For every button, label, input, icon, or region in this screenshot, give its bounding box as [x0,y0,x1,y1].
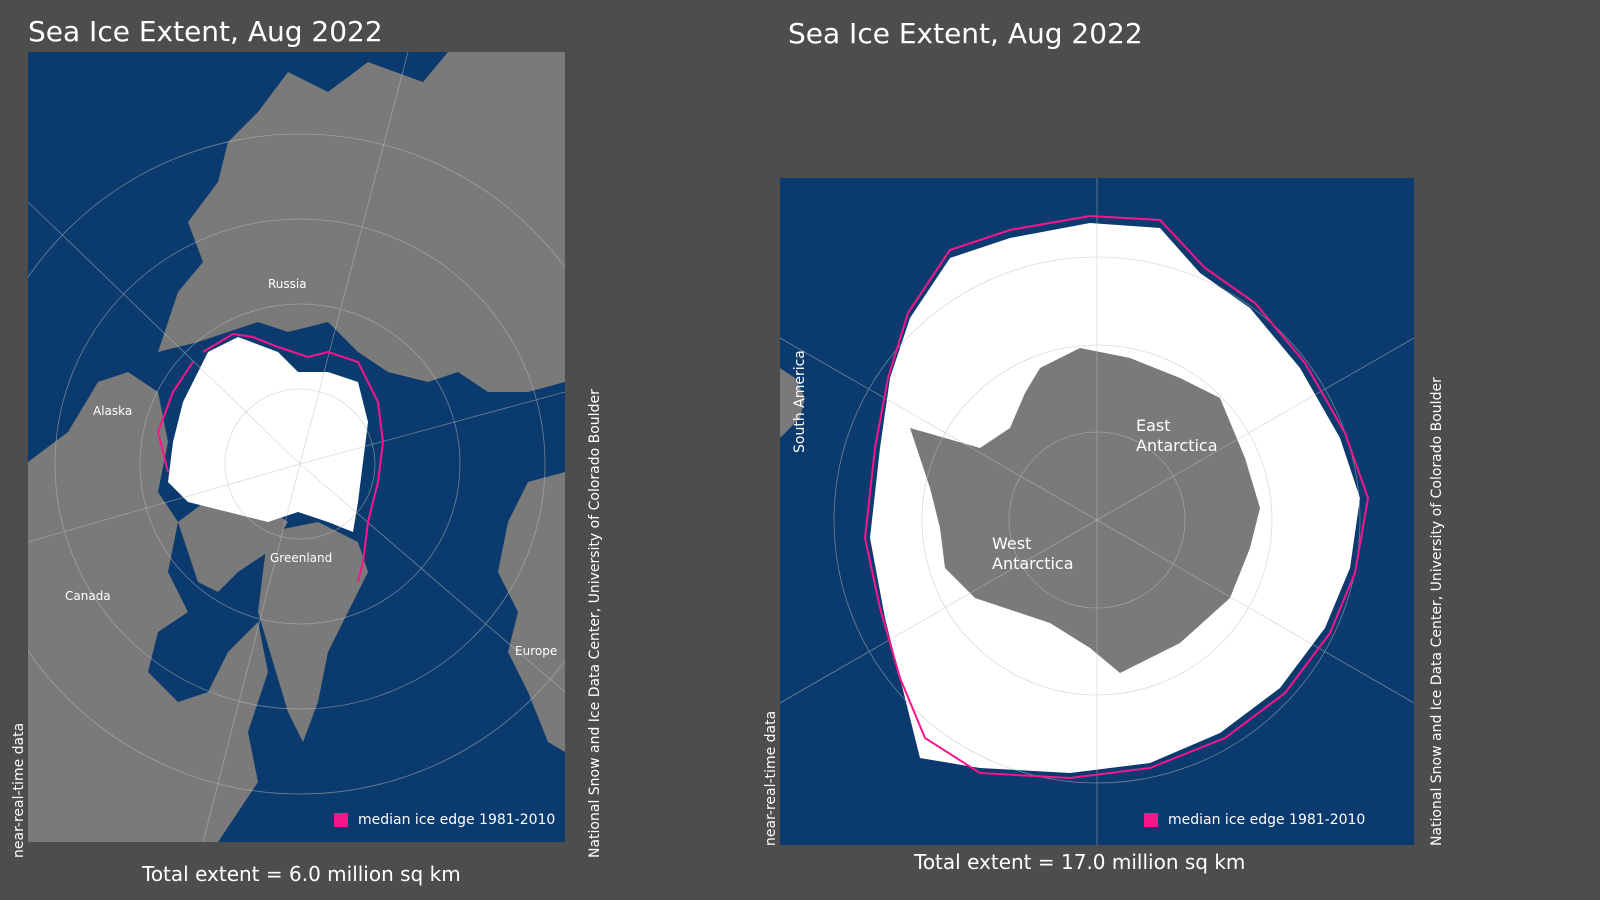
antarctic-label-east-1: East [1136,416,1171,435]
arctic-sea-ice [168,337,368,532]
arctic-credit: National Snow and Ice Data Center, Unive… [587,389,603,858]
antarctic-credit: National Snow and Ice Data Center, Unive… [1429,377,1445,846]
arctic-map: Russia Alaska Greenland Canada Europe [28,52,565,842]
arctic-label-canada: Canada [65,589,111,603]
arctic-label-alaska: Alaska [93,404,132,418]
arctic-label-greenland: Greenland [270,551,332,565]
arctic-label-europe: Europe [515,644,557,658]
arctic-median-edge [156,332,385,583]
arctic-legend-swatch [334,813,348,827]
antarctic-land-south-america [780,368,805,438]
antarctic-label-west-1: West [992,534,1031,553]
arctic-land-russia [158,52,565,392]
arctic-title: Sea Ice Extent, Aug 2022 [28,15,383,48]
arctic-total-extent: Total extent = 6.0 million sq km [142,862,461,886]
antarctic-label-south-america: South America [792,350,808,453]
antarctic-land [910,348,1260,673]
antarctic-graticule [780,178,1414,845]
antarctic-label-west-2: Antarctica [992,554,1074,573]
arctic-land-greenland [258,522,368,742]
antarctic-median-edge [863,214,1370,780]
arctic-land-canada [28,372,268,842]
arctic-label-russia: Russia [268,277,307,291]
antarctic-label-east-2: Antarctica [1136,436,1218,455]
antarctic-total-extent: Total extent = 17.0 million sq km [914,850,1246,874]
antarctic-legend: median ice edge 1981-2010 [1144,812,1365,828]
antarctic-caveat: near-real-time data [763,710,779,846]
antarctic-legend-swatch [1144,813,1158,827]
arctic-graticule [28,52,565,842]
antarctic-legend-label: median ice edge 1981-2010 [1168,812,1366,828]
antarctic-map: East Antarctica West Antarctica South Am… [780,178,1414,845]
antarctic-title: Sea Ice Extent, Aug 2022 [788,17,1143,50]
arctic-caveat: near-real-time data [11,722,27,858]
arctic-legend-label: median ice edge 1981-2010 [358,812,556,828]
arctic-legend: median ice edge 1981-2010 [334,812,555,828]
